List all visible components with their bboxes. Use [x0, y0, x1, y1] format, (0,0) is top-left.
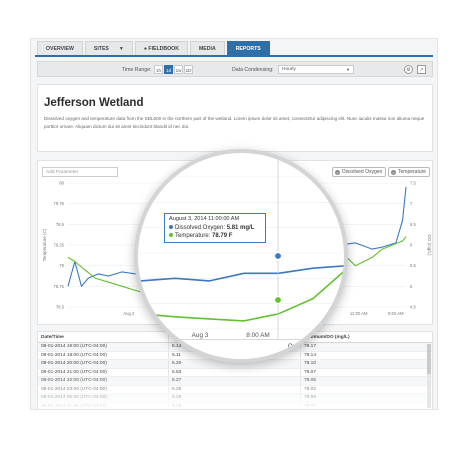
tab-reports[interactable]: REPORTS: [226, 41, 270, 55]
magnified-chart: Aug 3 8:00 AM: [138, 153, 344, 339]
scrollbar-thumb[interactable]: [427, 344, 431, 374]
lens-x-tick-label: 8:00 AM: [246, 332, 269, 339]
y-left-tick-label: 80: [59, 181, 64, 186]
tab-label: REPORTS: [235, 46, 261, 52]
y-right-tick-label: 5: [410, 284, 413, 289]
x-tick-label: 8:00 AM: [388, 311, 404, 316]
tab-underline: [35, 55, 433, 57]
time-range-buttons: 1h 1d 1w 1D: [154, 65, 193, 74]
y-right-tick-label: 4.5: [410, 305, 416, 310]
data-condensing-select[interactable]: Hourly ▼: [278, 65, 354, 74]
toolbar: Time Range: 1h 1d 1w 1D Data Condensing:…: [37, 61, 433, 77]
tab-overview[interactable]: OVERVIEW: [37, 41, 83, 55]
legend-temperature-button[interactable]: × Temperature: [388, 167, 431, 177]
time-range-1d-button[interactable]: 1d: [164, 65, 173, 74]
tooltip-temp-label: Temperature:: [175, 233, 211, 239]
lens-x-tick-label: Aug 3: [192, 332, 209, 339]
tooltip-temp-value: 78.79 F: [212, 233, 233, 239]
legend-label: Dissolved Oxygen: [342, 168, 383, 175]
y-left-tick-label: 79.75: [54, 201, 65, 206]
y-left-tick-label: 78.75: [54, 284, 65, 289]
lens-table-header: Aquat Optimum/DO (mg/L): [138, 339, 344, 359]
y-left-axis-label: Temperature (C): [42, 228, 47, 261]
temperature-hover-point: [274, 296, 282, 304]
y-right-tick-label: 7.5: [410, 181, 416, 186]
tab-label: FIELDBOOK: [148, 46, 179, 52]
magnifier-lens: Aug 3 8:00 AM August 3, 2014 11:00:00 AM …: [134, 149, 348, 363]
table-cell: 08-01-2014 20:00 (UTC-04:00): [41, 361, 107, 366]
chevron-down-icon: ▼: [346, 67, 350, 72]
time-range-1h-button[interactable]: 1h: [154, 65, 163, 74]
table-cell: 08-01-2014 19:00 (UTC-04:00): [41, 352, 107, 358]
data-condensing-value: Hourly: [282, 67, 296, 72]
temperature-series-line: [138, 270, 344, 322]
export-icon[interactable]: ↗: [417, 65, 426, 74]
table-scrollbar[interactable]: [427, 344, 431, 408]
y-left-tick-label: 79.25: [54, 243, 65, 248]
site-info-panel: Jefferson Wetland Dissolved oxygen and t…: [37, 84, 433, 152]
legend-label: Temperature: [398, 168, 427, 175]
close-icon: ×: [335, 169, 340, 175]
dissolved-oxygen-dot-icon: [169, 225, 173, 230]
y-left-tick-label: 79.5: [56, 222, 65, 227]
dissolved-oxygen-series-line: [138, 265, 344, 283]
tooltip-date: August 3, 2014 11:00:00 AM: [169, 216, 240, 222]
table-cell: 08-01-2014 21:00 (UTC-04:00): [41, 369, 107, 375]
table-cell: 79.07: [300, 368, 428, 376]
tab-bar: OVERVIEW SITES ▼ ● FIELDBOOK MEDIA REPORT…: [37, 41, 270, 55]
column-header[interactable]: Date/Time: [41, 335, 64, 340]
y-right-tick-label: 5.5: [410, 263, 416, 268]
data-condensing-label: Data Condensing:: [232, 67, 274, 73]
tab-media[interactable]: MEDIA: [189, 41, 225, 55]
tooltip-do-value: 5.81 mg/L: [226, 225, 255, 231]
x-tick-label: Aug 2: [123, 311, 135, 316]
table-row[interactable]: 08-01-2014 20:00 (UTC-04:00) 5.20 79.10: [38, 360, 432, 369]
time-range-1w-button[interactable]: 1w: [174, 65, 183, 74]
settings-icon[interactable]: ⚙: [404, 65, 413, 74]
time-range-1D-button[interactable]: 1D: [184, 65, 193, 74]
tooltip-do-label: Dissolved Oxygen:: [175, 225, 226, 231]
add-parameter-input[interactable]: Add Parameter: [42, 167, 118, 177]
table-fade: [38, 376, 432, 409]
page-title: Jefferson Wetland: [44, 97, 144, 109]
table-cell: 08-01-2014 19:00 (UTC-04:00): [41, 344, 107, 349]
table-cell: 5.20: [168, 360, 300, 368]
tab-sites[interactable]: SITES ▼: [84, 41, 133, 55]
site-description: Dissolved oxygen and temperature data fr…: [44, 116, 425, 129]
tab-fieldbook[interactable]: ● FIELDBOOK: [134, 41, 188, 55]
legend-dissolved-oxygen-button[interactable]: × Dissolved Oxygen: [332, 167, 387, 177]
tooltip-temp-row: Temperature: 78.79 F: [169, 232, 261, 240]
close-icon: ×: [391, 169, 396, 175]
y-right-tick-label: 6.5: [410, 222, 416, 227]
dissolved-oxygen-hover-point: [274, 252, 282, 260]
tooltip-do-row: Dissolved Oxygen: 5.81 mg/L: [169, 224, 261, 232]
y-right-tick-label: 6: [410, 243, 413, 248]
data-table: Date/Time Aquatic Optimum/DO (mg/L) 08-0…: [37, 331, 433, 409]
lens-column-header: Optimum/DO (mg/L): [288, 344, 343, 350]
time-range-label: Time Range:: [122, 67, 152, 73]
temperature-dot-icon: [169, 233, 173, 238]
tab-label: OVERVIEW: [46, 46, 74, 52]
tab-label: SITES: [93, 46, 109, 52]
chevron-down-icon: ▼: [118, 46, 124, 52]
y-right-tick-label: 7: [410, 201, 413, 206]
lens-column-header: Aquat: [152, 344, 168, 350]
table-cell: 79.10: [300, 360, 428, 368]
table-cell: 5.63: [168, 368, 300, 376]
x-tick-label: 12:00 AM: [350, 311, 368, 316]
tab-label: MEDIA: [198, 46, 216, 52]
y-right-axis-label: DO (mg/L): [427, 234, 432, 256]
pin-icon: ●: [143, 46, 149, 52]
chart-tooltip: August 3, 2014 11:00:00 AM Dissolved Oxy…: [164, 213, 266, 243]
y-left-tick-label: 79: [59, 263, 64, 268]
y-left-tick-label: 78.5: [56, 305, 65, 310]
